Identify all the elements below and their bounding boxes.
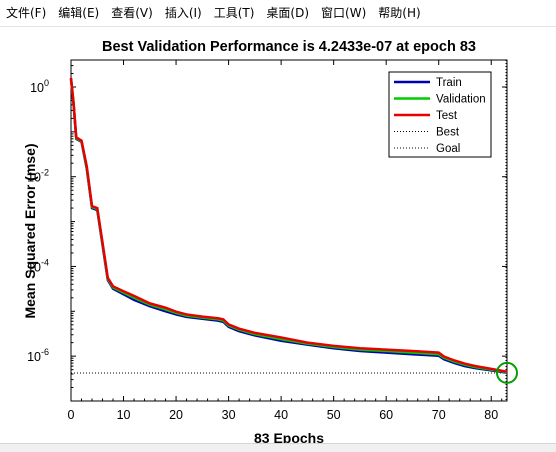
x-tick-label: 80 (484, 408, 498, 422)
series-layer (69, 77, 508, 374)
menu-tools[interactable]: 工具(T) (213, 6, 255, 20)
test-line (69, 77, 508, 373)
x-tick-label: 10 (117, 408, 131, 422)
menu-view[interactable]: 查看(V) (111, 6, 153, 20)
menu-window[interactable]: 窗口(W) (321, 6, 367, 20)
legend-label: Validation (436, 94, 486, 106)
x-tick-label: 30 (222, 408, 236, 422)
legend-label: Goal (436, 143, 460, 155)
menu-file[interactable]: 文件(F) (6, 6, 47, 20)
menu-edit[interactable]: 编辑(E) (58, 6, 100, 20)
menu-desktop[interactable]: 桌面(D) (266, 6, 310, 20)
y-tick-label: 10-2 (27, 168, 49, 185)
menu-insert[interactable]: 插入(I) (164, 6, 202, 20)
x-tick-label: 70 (432, 408, 446, 422)
menu-help[interactable]: 帮助(H) (378, 6, 421, 20)
x-tick-label: 20 (169, 408, 183, 422)
x-tick-label: 40 (274, 408, 288, 422)
legend-label: Train (436, 77, 462, 89)
y-tick-label: 10-4 (27, 257, 49, 274)
legend-label: Best (436, 127, 460, 139)
legend: Train Validation Test Best Goal (388, 71, 492, 158)
x-tick-label: 60 (379, 408, 393, 422)
x-axis-label: 83 Epochs (254, 430, 324, 446)
best-point-marker (496, 361, 518, 384)
plot-title: Best Validation Performance is 4.2433e-0… (102, 39, 476, 55)
x-tick-label: 0 (68, 408, 75, 422)
performance-plot: Best Validation Performance is 4.2433e-0… (22, 39, 518, 446)
y-tick-label: 100 (30, 78, 49, 95)
x-tick-label: 50 (327, 408, 341, 422)
y-tick-label: 10-6 (27, 347, 49, 364)
legend-label: Test (436, 110, 458, 122)
x-axis-ticks: 0 10 20 30 40 50 60 70 80 (68, 60, 503, 422)
y-axis-label: Mean Squared Error (mse) (22, 143, 38, 318)
figure-canvas: Best Validation Performance is 4.2433e-0… (0, 27, 556, 451)
status-strip (0, 443, 556, 452)
menu-bar: 文件(F) 编辑(E) 查看(V) 插入(I) 工具(T) 桌面(D) 窗口(W… (0, 0, 556, 27)
